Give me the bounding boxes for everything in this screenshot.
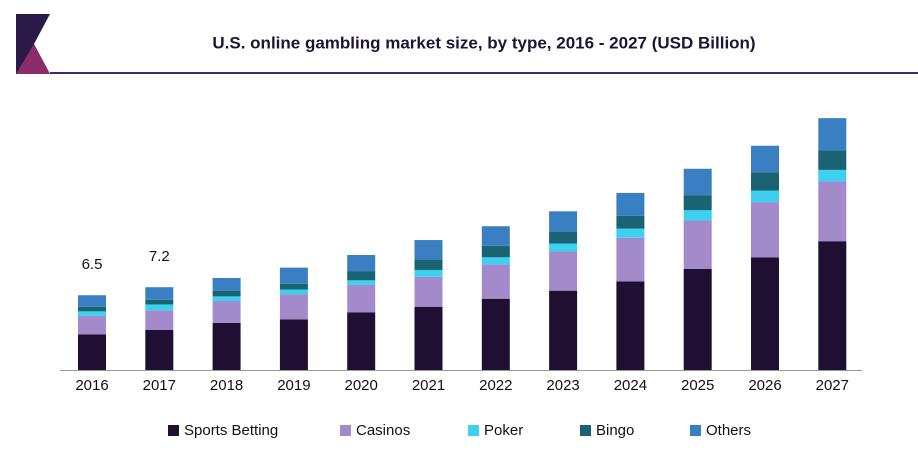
bar-segment	[616, 215, 645, 229]
bar-segment	[145, 310, 174, 330]
bar-segment	[78, 311, 106, 316]
bar-segment	[414, 269, 443, 277]
bar-segment	[279, 283, 308, 290]
x-tick-label: 2025	[681, 377, 714, 394]
x-tick-label: 2026	[748, 377, 781, 394]
bar-segment	[78, 306, 106, 312]
legend-swatch	[340, 425, 351, 436]
x-tick-label: 2023	[546, 377, 579, 394]
bar-segment	[347, 280, 376, 285]
legend-swatch	[690, 425, 701, 436]
bar-segment	[78, 295, 106, 307]
x-tick-label: 2021	[412, 377, 445, 394]
chart-title: U.S. online gambling market size, by typ…	[212, 33, 755, 52]
bar-segment	[751, 145, 779, 173]
bar-segment	[751, 257, 779, 370]
bar-segment	[481, 226, 510, 246]
bar-segment	[212, 301, 241, 323]
bar-segment	[481, 245, 510, 258]
bar-segment	[279, 267, 308, 284]
bar-segment	[616, 228, 645, 238]
bar-segment	[616, 192, 645, 216]
bar-segment	[212, 278, 241, 291]
bar-segment	[414, 259, 443, 270]
bar-segment	[549, 290, 578, 370]
bar-segment	[414, 240, 443, 260]
bar-segment	[481, 264, 510, 299]
bar-segment	[549, 232, 578, 244]
bar-segment	[212, 296, 241, 301]
legend-label: Bingo	[596, 422, 634, 439]
bar-segment	[212, 290, 241, 297]
x-tick-label: 2024	[614, 377, 647, 394]
x-tick-label: 2022	[479, 377, 512, 394]
bar-segment	[683, 268, 712, 370]
logo-accent	[16, 44, 50, 74]
bar-segment	[279, 294, 308, 320]
total-label: 7.2	[149, 248, 170, 265]
bar-segment	[549, 243, 578, 252]
legend-label: Casinos	[356, 422, 410, 439]
legend-label: Sports Betting	[184, 422, 278, 439]
bar-segment	[683, 210, 712, 221]
bar-segment	[549, 251, 578, 291]
bar-segment	[145, 287, 174, 300]
total-label: 6.5	[82, 256, 103, 273]
bar-segment	[751, 172, 779, 191]
bar-segment	[683, 195, 712, 211]
legend-swatch	[580, 425, 591, 436]
bar-segment	[818, 169, 847, 182]
bar-segment	[78, 315, 106, 335]
bar-segment	[481, 257, 510, 265]
bar-segment	[279, 289, 308, 295]
bar-segment	[481, 298, 510, 370]
bar-segment	[616, 237, 645, 282]
bar-segment	[818, 118, 847, 151]
x-tick-label: 2020	[345, 377, 378, 394]
bar-segment	[549, 211, 578, 232]
bar-segment	[78, 334, 106, 370]
legend-label: Others	[706, 422, 751, 439]
x-tick-label: 2016	[75, 377, 108, 394]
x-tick-label: 2018	[210, 377, 243, 394]
x-tick-label: 2027	[816, 377, 849, 394]
bar-segment	[279, 319, 308, 370]
bar-segment	[145, 329, 174, 370]
x-tick-label: 2017	[143, 377, 176, 394]
bar-segment	[347, 284, 376, 313]
bar-segment	[818, 150, 847, 170]
bar-segment	[818, 181, 847, 242]
bar-segment	[818, 241, 847, 370]
legend-swatch	[468, 425, 479, 436]
bar-segment	[145, 304, 174, 311]
legend-label: Poker	[484, 422, 523, 439]
bar-segment	[414, 276, 443, 307]
legend-swatch	[168, 425, 179, 436]
bar-segment	[347, 271, 376, 281]
bar-segment	[751, 202, 779, 258]
bar-segment	[683, 168, 712, 196]
bar-segment	[616, 281, 645, 370]
bar-segment	[414, 306, 443, 370]
bar-segment	[751, 190, 779, 203]
bar-segment	[347, 255, 376, 272]
bar-segment	[347, 312, 376, 370]
bar-segment	[683, 220, 712, 269]
x-tick-label: 2019	[277, 377, 310, 394]
bar-segment	[145, 299, 174, 305]
bar-segment	[212, 322, 241, 370]
